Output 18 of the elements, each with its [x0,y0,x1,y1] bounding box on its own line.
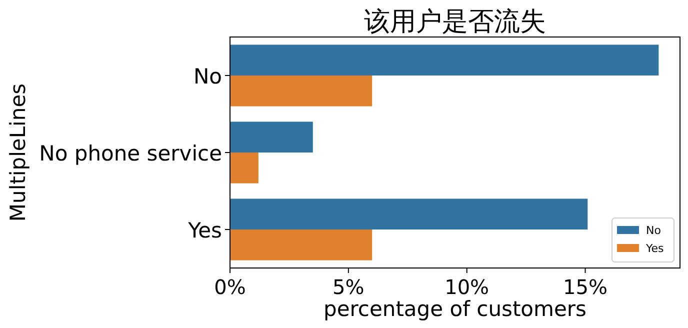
x-tick-label: 10% [444,275,490,299]
bar [230,198,588,230]
x-tick-label: 0% [214,275,246,299]
y-tick-label: Yes [187,218,222,242]
bar [230,44,659,76]
legend-label: No [646,224,662,237]
legend-label: Yes [645,242,664,255]
chart-title: 该用户是否流失 [364,7,546,37]
y-tick-label: No phone service [39,142,222,166]
y-axis-title: MultipleLines [6,83,30,222]
bar [230,230,372,260]
x-axis-title: percentage of customers [324,297,586,321]
x-tick-label: 5% [332,275,364,299]
y-tick-label: No [193,64,222,88]
x-tick-label: 15% [563,275,608,299]
bar [230,122,313,152]
bar [230,152,258,184]
bar [230,76,372,106]
